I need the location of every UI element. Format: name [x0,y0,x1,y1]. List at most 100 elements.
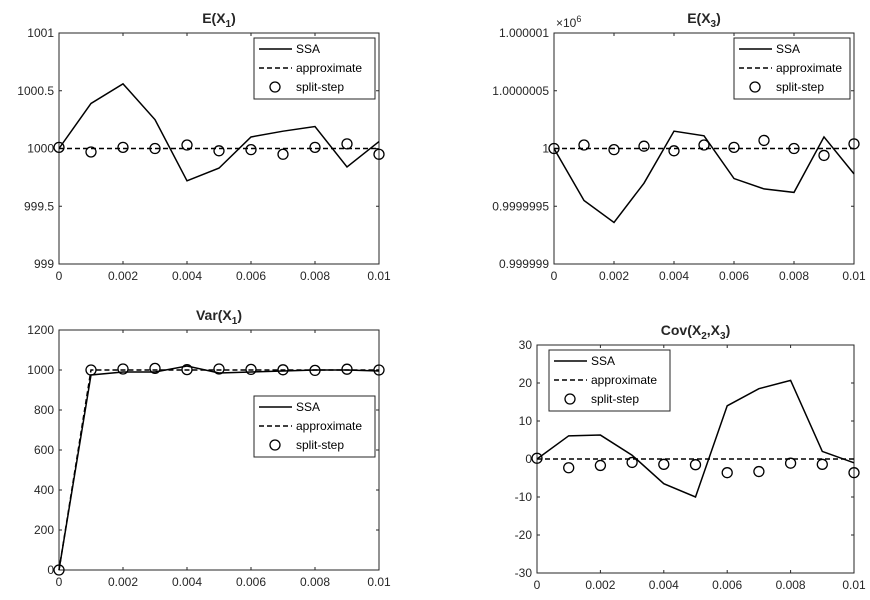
split-step-point [373,148,385,160]
y-tick-label: 0.999999 [499,257,549,271]
legend-box [253,37,376,100]
split-step-point [277,148,289,160]
exponent-label: ×106 [556,14,581,30]
x-tick-label: 0.008 [779,269,809,283]
y-tick-label: 30 [519,338,533,352]
y-tick-label: 1 [542,142,549,156]
split-step-point [816,458,828,470]
x-tick-label: 0.002 [585,578,615,592]
chart-panel-4: 0 0.002 0.004 0.006 0.008 0.01 -30 -20 -10 0 10 20 3… [515,322,866,592]
legend-box [548,349,671,412]
y-tick-label: 1.000001 [499,26,549,40]
split-step-point [848,138,860,150]
legend-label: SSA [296,400,320,414]
chart-panel-1: 0 0.002 0.004 0.006 0.008 0.01 999 999.5 1000 100… [17,10,391,283]
y-tick-label: 1000 [27,142,54,156]
legend-label: approximate [591,373,657,387]
y-tick-label: 999 [34,257,54,271]
y-tick-label: 1000.5 [17,84,54,98]
chart-panel-2: 0 0.002 0.004 0.006 0.008 0.01 0.999999 0.99999… [492,10,866,283]
y-tick-label: 20 [519,376,533,390]
split-step-point [117,363,129,375]
ssa-line [58,82,380,182]
x-tick-label: 0 [551,269,558,283]
x-tick-label: 0.002 [108,575,138,589]
x-tick-label: 0.006 [236,269,266,283]
split-step-point [309,364,321,377]
legend-box [733,37,851,100]
y-tick-label: 1001 [27,26,54,40]
y-tick-label: -20 [515,528,533,542]
split-step-point [245,144,257,156]
ssa-line [536,379,855,499]
split-step-point [689,459,702,471]
x-tick-label: 0.008 [776,578,806,592]
legend-label: approximate [296,61,362,75]
x-tick-label: 0.008 [300,575,330,589]
x-tick-label: 0.004 [172,269,202,283]
ssa-line [553,130,855,224]
split-step-point [117,141,129,153]
split-step-point [784,457,797,469]
split-step-point [758,134,770,147]
chart-panel-3: 0 0.002 0.004 0.006 0.008 0.01 0 200 400 600 800 10… [27,307,391,589]
legend-marker-circle [564,393,576,405]
legend-box [253,395,376,458]
x-tick-label: 0.002 [599,269,629,283]
y-tick-label: -10 [515,490,533,504]
split-step-point [149,362,161,375]
approximate-line [58,369,379,571]
y-tick-label: 800 [34,403,54,417]
chart-title: E(X1) [202,10,236,30]
x-tick-label: 0 [534,578,541,592]
y-tick-label: 1.0000005 [492,84,549,98]
split-step-point [578,139,590,151]
x-tick-label: 0.01 [367,575,391,589]
y-tick-label: 1200 [27,323,54,337]
x-tick-label: 0 [56,575,63,589]
y-tick-label: -30 [515,566,533,580]
split-step-point [309,141,321,153]
split-step-point [594,459,607,472]
x-tick-label: 0.008 [300,269,330,283]
x-tick-label: 0.006 [236,575,266,589]
legend: SSA approximate split-step [253,395,376,458]
y-tick-label: 1000 [27,363,54,377]
x-tick-label: 0.006 [712,578,742,592]
split-step-point [341,363,353,375]
split-step-point [638,140,650,152]
legend-label: approximate [296,419,362,433]
split-step-point [548,142,560,155]
split-step-point [181,139,193,151]
split-step-point [149,142,161,155]
x-tick-label: 0 [56,269,63,283]
legend-label: split-step [776,80,824,94]
split-step-point [658,458,670,470]
split-step-point [213,145,225,157]
legend-label: approximate [776,61,842,75]
x-tick-label: 0.004 [659,269,689,283]
legend-marker-circle [269,81,281,93]
y-tick-label: 10 [519,414,533,428]
split-step-point [213,363,225,375]
y-tick-label: 0 [47,563,54,577]
split-step-point [626,456,638,469]
ssa-line [58,365,380,571]
legend-label: split-step [296,438,344,452]
y-tick-label: 999.5 [24,199,54,213]
split-step-point [277,364,289,376]
y-tick-label: 200 [34,523,54,537]
split-step-point [753,465,765,478]
chart-title: Cov(X2,X3) [661,322,730,342]
split-step-point [341,138,353,150]
legend: SSA approximate split-step [548,349,671,412]
x-tick-label: 0.01 [367,269,391,283]
legend: SSA approximate split-step [253,37,376,100]
split-step-point [728,141,740,153]
split-step-point [53,141,65,153]
split-step-point [818,149,830,162]
x-tick-label: 0.006 [719,269,749,283]
legend-label: SSA [776,42,800,56]
y-tick-label: 400 [34,483,54,497]
